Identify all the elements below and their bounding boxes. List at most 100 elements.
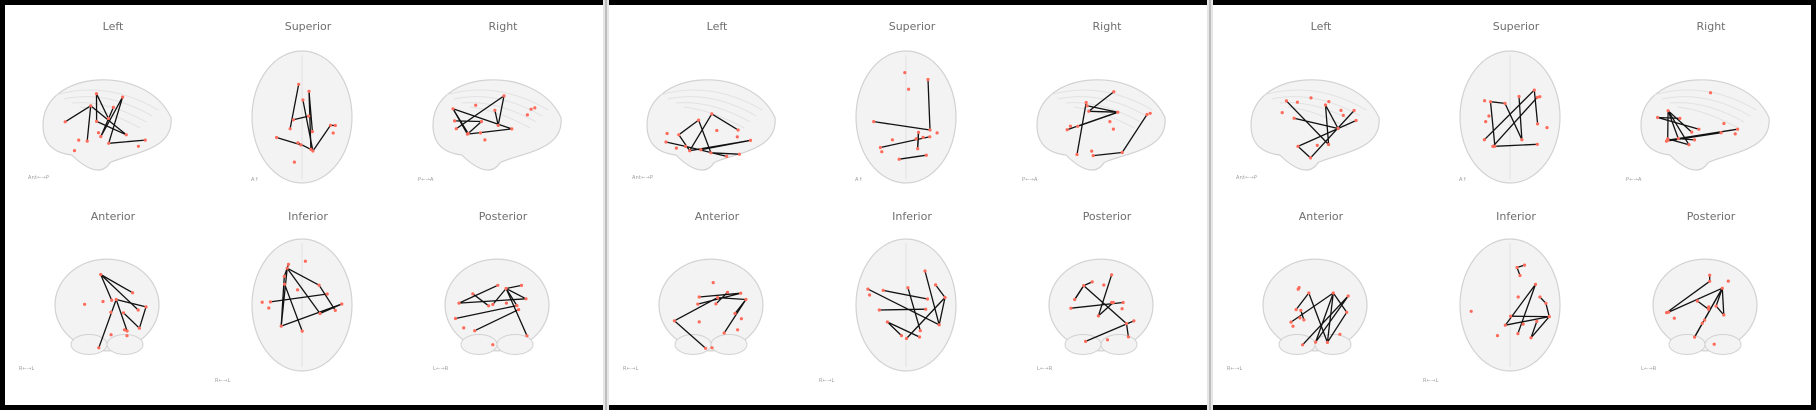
region-node xyxy=(72,149,77,153)
region-node xyxy=(1535,142,1539,146)
region-node xyxy=(525,113,530,117)
connection-edge xyxy=(96,120,127,136)
region-node xyxy=(136,144,140,148)
region-node xyxy=(317,283,321,287)
region-node xyxy=(1697,127,1701,131)
connection-edge xyxy=(699,292,741,298)
orientation-label: L←→R xyxy=(1641,366,1657,372)
region-node xyxy=(89,104,93,108)
region-node xyxy=(1336,126,1340,131)
region-node xyxy=(1720,286,1724,290)
brain-view xyxy=(646,79,776,171)
orientation-label: R←→L xyxy=(819,378,835,384)
region-node xyxy=(1076,124,1080,128)
region-node xyxy=(735,135,739,139)
region-node xyxy=(903,71,907,75)
region-node xyxy=(1116,110,1120,114)
region-node xyxy=(333,308,337,312)
region-node xyxy=(106,116,110,121)
region-node xyxy=(97,346,101,350)
region-node xyxy=(897,157,901,161)
connection-edge xyxy=(458,298,527,304)
region-node xyxy=(1280,111,1284,115)
region-node xyxy=(711,281,715,285)
region-node xyxy=(1544,301,1548,305)
region-node xyxy=(260,300,264,304)
region-node xyxy=(1722,313,1726,317)
connection-edge xyxy=(497,95,505,126)
region-node xyxy=(504,286,508,291)
region-node xyxy=(462,326,466,330)
region-node xyxy=(1073,297,1077,302)
connection-edge xyxy=(927,79,931,131)
connection-edge xyxy=(115,299,128,332)
connection-edge xyxy=(710,152,740,155)
connection-edge xyxy=(286,267,320,286)
connection-edge xyxy=(899,154,927,160)
region-node xyxy=(496,123,500,127)
brain-view xyxy=(251,238,353,372)
region-node xyxy=(1090,280,1094,284)
region-node xyxy=(292,160,296,164)
connection-edge xyxy=(1077,111,1119,127)
panel-divider[interactable] xyxy=(603,0,609,410)
region-node xyxy=(1482,138,1486,142)
region-node xyxy=(1483,99,1487,103)
view-title-left: Left xyxy=(1310,20,1332,33)
region-node xyxy=(502,94,506,98)
connection-edge xyxy=(1492,96,1538,147)
connection-edge xyxy=(64,105,92,123)
connection-edge xyxy=(289,84,300,129)
connection-edge xyxy=(100,274,113,301)
region-node xyxy=(1487,114,1491,118)
region-node xyxy=(85,139,89,143)
region-node xyxy=(1547,315,1551,319)
cerebellum-outline xyxy=(710,333,748,355)
region-node xyxy=(1341,113,1345,117)
connection-edge xyxy=(108,96,124,144)
region-node xyxy=(307,114,311,118)
region-node xyxy=(121,311,126,315)
panel-divider[interactable] xyxy=(1207,0,1213,410)
brain-outline xyxy=(54,258,160,352)
connection-edge xyxy=(935,284,946,298)
region-node xyxy=(1327,100,1331,104)
region-node xyxy=(923,269,927,273)
connection-edge xyxy=(1666,280,1711,314)
orientation-label: L←→R xyxy=(1037,366,1053,372)
region-node xyxy=(924,307,928,311)
region-node xyxy=(664,140,668,144)
brain-outline xyxy=(444,258,550,352)
region-node xyxy=(1536,122,1540,126)
region-node xyxy=(483,138,487,142)
brain-view xyxy=(54,258,160,355)
connection-edge xyxy=(1310,110,1355,159)
region-node xyxy=(1345,310,1349,314)
region-node xyxy=(1110,273,1114,277)
connection-edge xyxy=(1308,292,1329,343)
region-node xyxy=(1352,108,1356,113)
region-node xyxy=(1545,126,1549,130)
region-node xyxy=(504,301,508,305)
region-node xyxy=(121,95,125,99)
cerebellum-outline xyxy=(1100,333,1138,355)
region-node xyxy=(1676,137,1680,141)
connection-edge xyxy=(1315,295,1349,343)
connection-edge xyxy=(1093,151,1123,157)
brain-views-svg xyxy=(646,50,1166,372)
orientation-label: A↑ xyxy=(1459,177,1468,183)
region-node xyxy=(63,120,67,124)
connection-edge xyxy=(280,303,343,327)
region-node xyxy=(275,135,279,140)
region-node xyxy=(1090,149,1094,153)
region-node xyxy=(866,287,870,291)
region-node xyxy=(99,272,103,277)
region-node xyxy=(1692,138,1697,142)
brain-gyrus-line xyxy=(469,106,531,129)
region-node xyxy=(311,149,315,153)
connection-edge xyxy=(1517,284,1537,334)
brain-views-svg xyxy=(42,50,562,372)
region-node xyxy=(739,317,743,321)
connection-edge xyxy=(1505,315,1550,326)
region-node xyxy=(533,106,537,110)
